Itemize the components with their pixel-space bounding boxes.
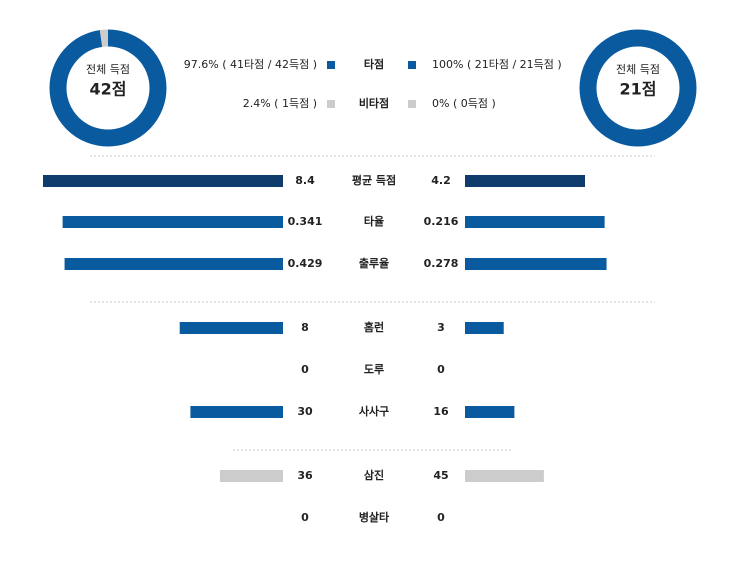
stat-label: 사사구 bbox=[359, 404, 389, 418]
bar-right bbox=[465, 175, 585, 187]
bar-right bbox=[465, 470, 544, 482]
value-left: 0.341 bbox=[288, 215, 323, 228]
donut-total: 21점 bbox=[620, 80, 657, 99]
value-left: 0.429 bbox=[288, 257, 323, 270]
bar-right bbox=[465, 322, 504, 334]
bar-left bbox=[219, 470, 283, 482]
value-left: 8.4 bbox=[295, 174, 315, 187]
legend-swatch bbox=[408, 100, 416, 108]
bar-left bbox=[62, 216, 283, 228]
value-right: 0 bbox=[437, 363, 445, 376]
value-left: 36 bbox=[297, 469, 313, 482]
value-right: 0.278 bbox=[424, 257, 459, 270]
value-left: 30 bbox=[297, 405, 313, 418]
stat-label: 출루율 bbox=[359, 256, 389, 270]
bar-right bbox=[465, 406, 515, 418]
bar-left bbox=[190, 406, 283, 418]
stat-label: 타율 bbox=[364, 214, 384, 228]
bar-left bbox=[64, 258, 283, 270]
value-left: 8 bbox=[301, 321, 309, 334]
legend-swatch bbox=[327, 61, 335, 69]
stat-label: 병살타 bbox=[359, 510, 390, 524]
legend-swatch bbox=[327, 100, 335, 108]
value-right: 0.216 bbox=[424, 215, 459, 228]
legend-name: 타점 bbox=[364, 57, 384, 71]
legend-left: 2.4% ( 1득점 ) bbox=[243, 97, 317, 110]
value-right: 45 bbox=[433, 469, 448, 482]
legend-right: 100% ( 21타점 / 21득점 ) bbox=[432, 58, 562, 71]
donut-segment bbox=[49, 29, 167, 147]
legend-swatch bbox=[408, 61, 416, 69]
bar-left bbox=[43, 175, 283, 187]
donut-total: 42점 bbox=[90, 80, 127, 99]
value-left: 0 bbox=[301, 363, 309, 376]
legend-left: 97.6% ( 41타점 / 42득점 ) bbox=[184, 58, 317, 71]
value-right: 4.2 bbox=[431, 174, 451, 187]
value-left: 0 bbox=[301, 511, 309, 524]
bar-right bbox=[465, 258, 607, 270]
bar-left bbox=[179, 322, 283, 334]
donut-segment bbox=[579, 29, 697, 147]
donut-title: 전체 득점 bbox=[616, 63, 660, 76]
stat-label: 도루 bbox=[364, 363, 384, 376]
bar-right bbox=[465, 216, 605, 228]
stat-label: 평균 득점 bbox=[352, 173, 396, 187]
value-right: 16 bbox=[433, 405, 449, 418]
legend-name: 비타점 bbox=[359, 96, 389, 110]
value-right: 0 bbox=[437, 511, 445, 524]
stat-label: 삼진 bbox=[364, 468, 384, 482]
legend-right: 0% ( 0득점 ) bbox=[432, 97, 496, 110]
donut-title: 전체 득점 bbox=[86, 63, 130, 76]
stat-label: 홈런 bbox=[364, 320, 384, 334]
value-right: 3 bbox=[437, 321, 445, 334]
